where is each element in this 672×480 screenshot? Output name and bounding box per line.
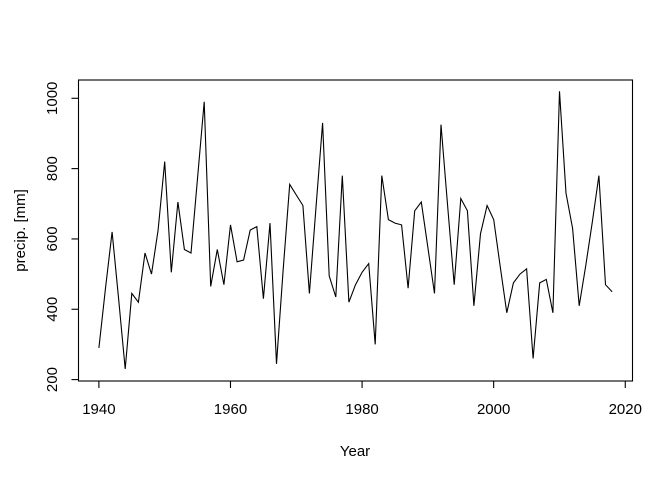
plot-border	[77, 79, 634, 382]
y-tick-label: 1000	[44, 82, 61, 115]
x-tick-label: 1980	[345, 401, 378, 418]
y-tick-label: 800	[44, 156, 61, 181]
y-axis: 200 400 600 800 1000	[44, 82, 79, 392]
x-axis-title: Year	[340, 443, 370, 460]
x-tick-label: 2020	[609, 401, 642, 418]
y-tick-label: 400	[44, 297, 61, 322]
y-tick-label: 200	[44, 367, 61, 392]
precipitation-series-line	[98, 91, 613, 370]
y-axis-title: precip. [mm]	[12, 189, 29, 272]
data-line	[98, 91, 613, 370]
x-tick-label: 2000	[477, 401, 510, 418]
plot-box	[77, 79, 634, 382]
x-tick-label: 1960	[214, 401, 247, 418]
x-axis: 1940 1960 1980 2000 2020	[82, 381, 642, 418]
y-tick-label: 600	[44, 226, 61, 251]
x-tick-label: 1940	[82, 401, 115, 418]
